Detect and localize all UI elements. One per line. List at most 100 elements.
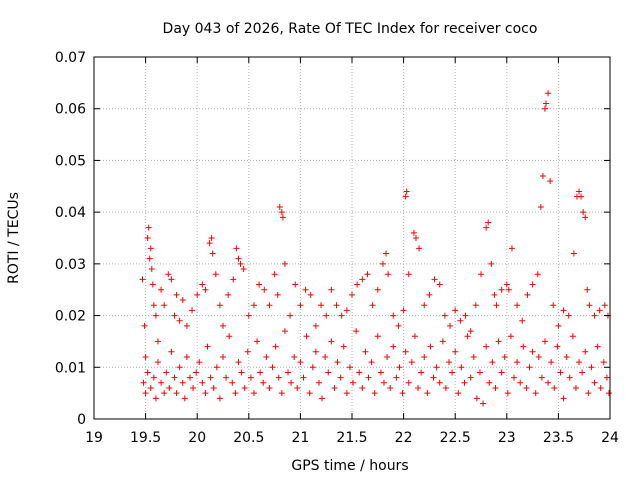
data-point	[485, 219, 492, 226]
data-point	[447, 322, 454, 329]
data-point	[594, 343, 601, 350]
data-point	[176, 317, 183, 324]
data-point	[566, 374, 573, 381]
data-point	[256, 281, 263, 288]
data-point	[538, 374, 545, 381]
data-point	[303, 333, 310, 340]
data-point	[226, 333, 233, 340]
data-point	[229, 379, 236, 386]
data-point	[511, 374, 518, 381]
data-point	[194, 291, 201, 298]
data-point	[291, 353, 298, 360]
data-point	[374, 333, 381, 340]
x-tick-label: 20	[188, 430, 206, 446]
y-tick-label: 0.01	[55, 360, 86, 376]
data-point	[161, 390, 168, 397]
data-point	[461, 379, 468, 386]
data-point	[318, 302, 325, 309]
data-point	[402, 348, 409, 355]
x-tick-label: 22.5	[440, 430, 471, 446]
y-tick-label: 0.06	[55, 102, 86, 118]
data-point	[158, 379, 165, 386]
data-point	[365, 374, 372, 381]
data-point	[600, 359, 607, 366]
data-point	[244, 348, 251, 355]
data-point	[480, 400, 487, 407]
data-point	[476, 369, 483, 376]
data-point	[529, 281, 536, 288]
data-point	[385, 271, 392, 278]
data-point	[158, 286, 165, 293]
data-point	[449, 369, 456, 376]
data-point	[582, 214, 589, 221]
data-point	[196, 359, 203, 366]
data-point	[328, 286, 335, 293]
data-point	[452, 348, 459, 355]
data-point	[584, 286, 591, 293]
data-point	[601, 302, 608, 309]
data-point	[148, 266, 155, 273]
data-point	[457, 317, 464, 324]
data-point	[235, 255, 242, 262]
data-point	[547, 178, 554, 185]
data-point	[557, 369, 564, 376]
data-point	[483, 224, 490, 231]
data-point	[563, 353, 570, 360]
data-point	[247, 374, 254, 381]
y-tick-label: 0.02	[55, 309, 86, 325]
data-point	[278, 209, 285, 216]
data-point	[560, 395, 567, 402]
y-tick-label: 0	[77, 412, 86, 428]
data-point	[507, 333, 514, 340]
x-tick-label: 23	[498, 430, 516, 446]
data-point	[275, 374, 282, 381]
data-point	[238, 369, 245, 376]
data-point	[245, 312, 252, 319]
data-point	[173, 390, 180, 397]
data-point	[281, 328, 288, 335]
data-point	[473, 395, 480, 402]
data-point	[140, 379, 147, 386]
data-point	[517, 379, 524, 386]
data-point	[462, 312, 469, 319]
data-point	[235, 359, 242, 366]
data-point	[591, 312, 598, 319]
data-point	[591, 379, 598, 386]
data-point	[588, 364, 595, 371]
data-point	[257, 369, 264, 376]
data-point	[287, 312, 294, 319]
data-point	[207, 374, 214, 381]
data-point	[144, 369, 151, 376]
data-point	[427, 343, 434, 350]
data-point	[260, 379, 267, 386]
x-tick-label: 19.5	[130, 430, 161, 446]
data-point	[292, 281, 299, 288]
data-point	[359, 276, 366, 283]
data-point	[302, 286, 309, 293]
data-point	[535, 353, 542, 360]
data-point	[204, 343, 211, 350]
data-point	[396, 364, 403, 371]
data-point	[458, 364, 465, 371]
data-point	[426, 291, 433, 298]
data-point	[539, 172, 546, 179]
data-point	[297, 359, 304, 366]
data-point	[181, 395, 188, 402]
data-point	[179, 379, 186, 386]
data-point	[415, 384, 422, 391]
data-point	[263, 353, 270, 360]
data-point	[483, 343, 490, 350]
data-point	[578, 193, 585, 200]
data-point	[279, 214, 286, 221]
data-point	[570, 250, 577, 257]
data-point	[312, 322, 319, 329]
data-point	[349, 291, 355, 298]
data-point	[472, 302, 479, 309]
data-point	[524, 291, 531, 298]
data-point	[147, 384, 154, 391]
data-point	[548, 359, 555, 366]
x-tick-label: 24	[601, 430, 619, 446]
data-point	[503, 281, 510, 288]
